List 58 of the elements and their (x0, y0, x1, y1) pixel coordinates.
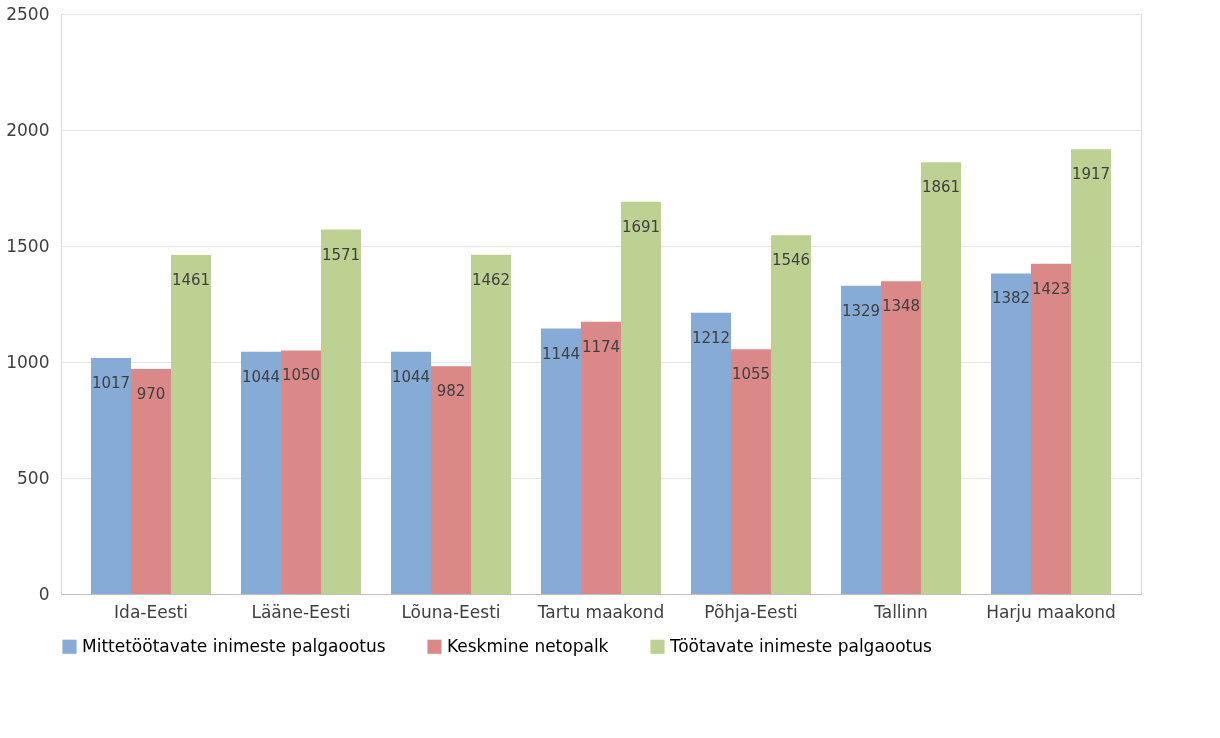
data-label: 1017 (91, 374, 131, 393)
bar (471, 254, 511, 594)
data-label: 1861 (921, 178, 961, 197)
data-label: 1055 (731, 365, 771, 384)
bar (991, 273, 1031, 594)
x-tick-label: Tallinn (873, 601, 928, 622)
bar (321, 229, 361, 594)
x-tick-label: Põhja-Eesti (704, 601, 798, 622)
data-label: 1462 (471, 270, 511, 289)
bar (431, 366, 471, 594)
bar (391, 351, 431, 594)
legend-label: Keskmine netopalk (447, 635, 609, 656)
data-label: 970 (136, 384, 166, 403)
y-tick-label: 1500 (6, 235, 50, 256)
x-tick-label: Harju maakond (986, 601, 1116, 622)
bar (281, 350, 321, 594)
data-label: 1423 (1031, 279, 1071, 298)
bar (1071, 149, 1111, 594)
bar (621, 201, 661, 594)
y-tick-label: 1000 (6, 351, 50, 372)
bar (841, 285, 881, 594)
data-label: 1691 (621, 217, 661, 236)
bar (91, 358, 131, 594)
legend-label: Mittetöötavate inimeste palgaootus (82, 635, 386, 656)
data-label: 1917 (1071, 165, 1111, 184)
bar (171, 255, 211, 594)
x-tick-label: Ida-Eesti (114, 601, 188, 622)
bar (881, 281, 921, 594)
x-tick-label: Lõuna-Eesti (401, 601, 501, 622)
y-tick-label: 2000 (6, 119, 50, 140)
bar (541, 328, 581, 594)
data-label: 1044 (241, 367, 281, 386)
y-tick-label: 500 (17, 467, 50, 488)
y-tick-label: 0 (38, 583, 50, 604)
data-label: 1571 (321, 245, 361, 264)
data-label: 1461 (171, 271, 211, 290)
bar (1031, 263, 1071, 594)
data-label: 1546 (771, 251, 811, 270)
bar (731, 349, 771, 594)
data-label: 1329 (841, 301, 881, 320)
y-tick-label: 2500 (6, 3, 50, 24)
data-label: 1050 (281, 366, 321, 385)
bar (581, 321, 621, 594)
data-label: 1348 (881, 297, 921, 316)
data-label: 1174 (581, 337, 621, 356)
x-tick-label: Tartu maakond (536, 601, 665, 622)
legend-label: Töötavate inimeste palgaootus (669, 635, 933, 656)
data-label: 1212 (691, 328, 731, 347)
x-tick-label: Lääne-Eesti (251, 601, 351, 622)
data-label: 1044 (391, 367, 431, 386)
data-label: 1144 (541, 344, 581, 363)
data-label: 982 (436, 382, 466, 401)
bar (241, 351, 281, 594)
bar (131, 368, 171, 594)
bar (771, 235, 811, 594)
data-label: 1382 (991, 289, 1031, 308)
bar (921, 162, 961, 594)
bar (691, 312, 731, 594)
